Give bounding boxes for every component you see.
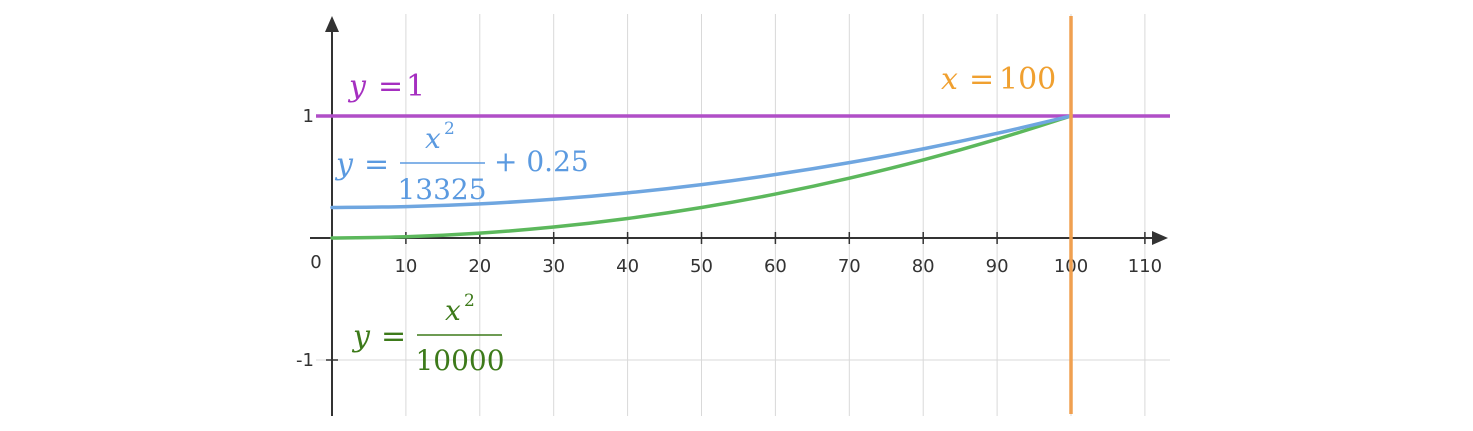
x-tick-label: 40 xyxy=(616,256,639,277)
label-green-lhs: y xyxy=(351,319,371,354)
curves xyxy=(316,16,1170,414)
x-tick-label: 20 xyxy=(468,256,491,277)
label-blue-den: 13325 xyxy=(397,173,486,206)
y-tick-label: -1 xyxy=(296,350,314,371)
y-tick-label: 1 xyxy=(303,106,314,127)
label-y1-eq: = xyxy=(378,69,403,104)
x-tick-label: 30 xyxy=(542,256,565,277)
label-green-num: x xyxy=(445,294,461,327)
label-green-exp: 2 xyxy=(464,291,475,311)
ticks: 1020304050607080901001101-10 xyxy=(296,106,1162,371)
x-tick-label: 90 xyxy=(986,256,1009,277)
label-blue-eq: = xyxy=(364,147,389,182)
axes xyxy=(310,16,1168,416)
label-y1-lhs: y xyxy=(347,69,367,104)
x-axis-arrow xyxy=(1152,231,1168,245)
label-x100-rhs: 100 xyxy=(999,62,1056,97)
label-green-eq: = xyxy=(381,319,406,354)
label-green-den: 10000 xyxy=(415,344,504,377)
x-tick-label: 60 xyxy=(764,256,787,277)
label-blue-tail: + 0.25 xyxy=(494,145,589,178)
label-x100-eq: = xyxy=(969,62,994,97)
x-tick-label: 80 xyxy=(912,256,935,277)
x-tick-label: 110 xyxy=(1128,256,1162,277)
label-blue-lhs: y xyxy=(334,147,354,182)
label-x100-lhs: x xyxy=(941,62,958,97)
series-blue-curve xyxy=(330,114,1073,210)
x-tick-label: 50 xyxy=(690,256,713,277)
label-y1-rhs: 1 xyxy=(406,69,425,104)
label-blue-exp: 2 xyxy=(444,119,455,139)
origin-label: 0 xyxy=(310,252,321,273)
series-green-curve xyxy=(330,114,1073,240)
label-blue-num: x xyxy=(425,122,441,155)
x-tick-label: 10 xyxy=(394,256,417,277)
x-tick-label: 70 xyxy=(838,256,861,277)
y-axis-arrow xyxy=(325,16,339,32)
